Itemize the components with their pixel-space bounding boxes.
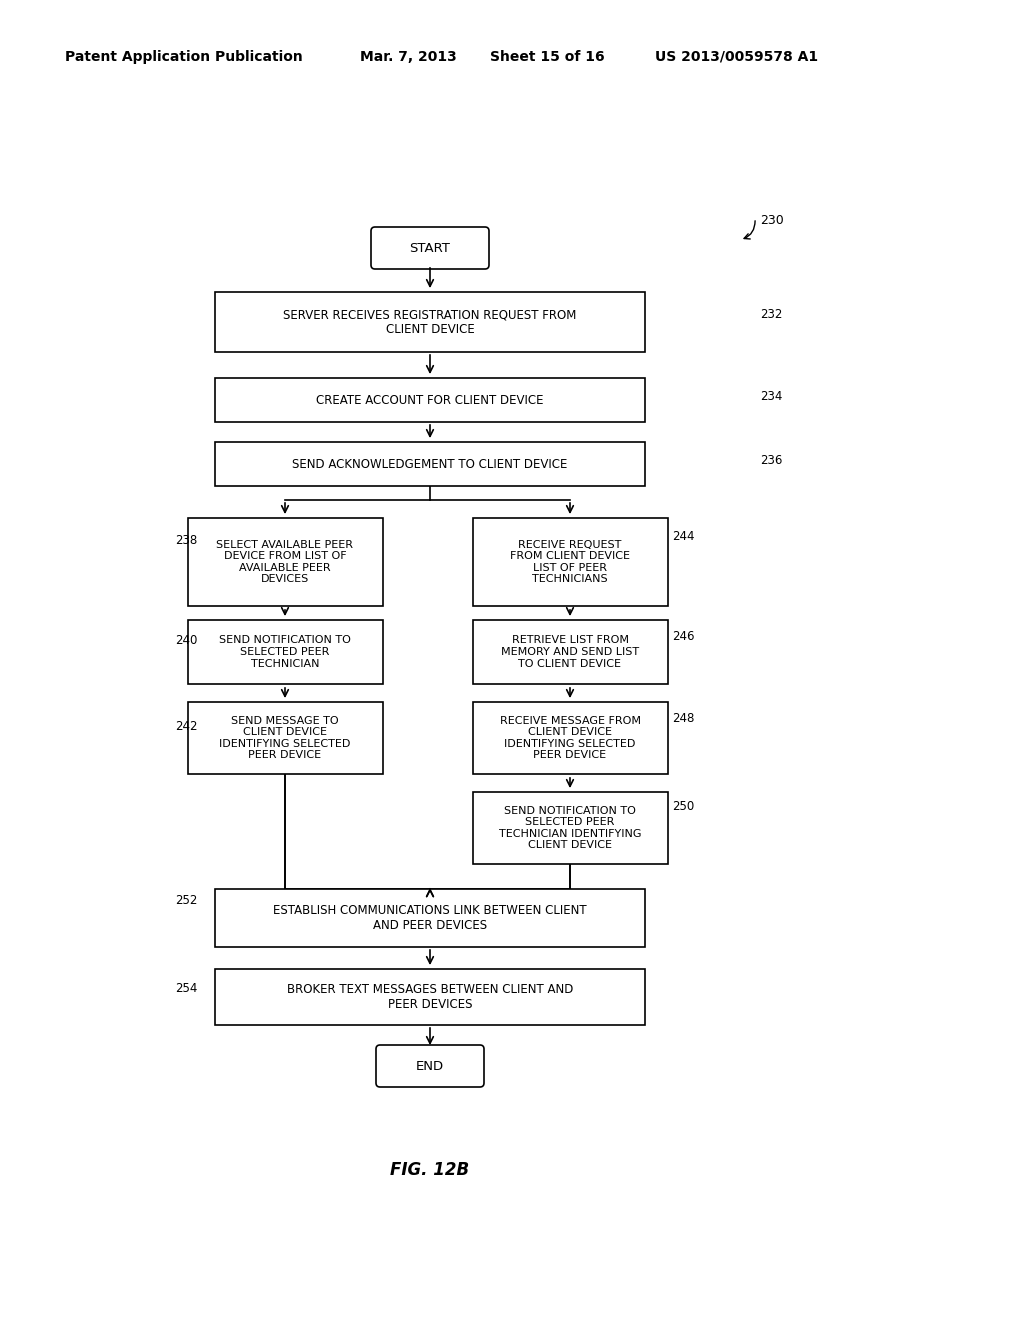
Text: 248: 248	[672, 711, 694, 725]
Text: START: START	[410, 242, 451, 255]
Bar	[472, 517, 668, 606]
Bar	[215, 888, 645, 946]
Text: SEND NOTIFICATION TO
SELECTED PEER
TECHNICIAN IDENTIFYING
CLIENT DEVICE: SEND NOTIFICATION TO SELECTED PEER TECHN…	[499, 805, 641, 850]
Text: 250: 250	[672, 800, 694, 813]
Text: END: END	[416, 1060, 444, 1072]
FancyBboxPatch shape	[371, 227, 489, 269]
Text: 238: 238	[175, 533, 198, 546]
Text: RETRIEVE LIST FROM
MEMORY AND SEND LIST
TO CLIENT DEVICE: RETRIEVE LIST FROM MEMORY AND SEND LIST …	[501, 635, 639, 669]
Text: Sheet 15 of 16: Sheet 15 of 16	[490, 50, 604, 63]
Text: SEND NOTIFICATION TO
SELECTED PEER
TECHNICIAN: SEND NOTIFICATION TO SELECTED PEER TECHN…	[219, 635, 351, 669]
Text: FIG. 12B: FIG. 12B	[390, 1162, 470, 1179]
Text: SELECT AVAILABLE PEER
DEVICE FROM LIST OF
AVAILABLE PEER
DEVICES: SELECT AVAILABLE PEER DEVICE FROM LIST O…	[216, 540, 353, 585]
Text: SEND MESSAGE TO
CLIENT DEVICE
IDENTIFYING SELECTED
PEER DEVICE: SEND MESSAGE TO CLIENT DEVICE IDENTIFYIN…	[219, 715, 350, 760]
Text: Mar. 7, 2013: Mar. 7, 2013	[360, 50, 457, 63]
Text: 230: 230	[760, 214, 783, 227]
Text: RECEIVE REQUEST
FROM CLIENT DEVICE
LIST OF PEER
TECHNICIANS: RECEIVE REQUEST FROM CLIENT DEVICE LIST …	[510, 540, 630, 585]
Bar	[215, 442, 645, 486]
Text: 244: 244	[672, 529, 694, 543]
Text: US 2013/0059578 A1: US 2013/0059578 A1	[655, 50, 818, 63]
Text: BROKER TEXT MESSAGES BETWEEN CLIENT AND
PEER DEVICES: BROKER TEXT MESSAGES BETWEEN CLIENT AND …	[287, 983, 573, 1011]
Text: CREATE ACCOUNT FOR CLIENT DEVICE: CREATE ACCOUNT FOR CLIENT DEVICE	[316, 393, 544, 407]
Bar	[187, 702, 383, 774]
Text: 246: 246	[672, 630, 694, 643]
Text: Patent Application Publication: Patent Application Publication	[65, 50, 303, 63]
Bar	[472, 702, 668, 774]
Text: 234: 234	[760, 389, 782, 403]
Text: 252: 252	[175, 894, 198, 907]
Bar	[187, 517, 383, 606]
Text: 236: 236	[760, 454, 782, 466]
Bar	[472, 620, 668, 684]
Bar	[187, 620, 383, 684]
Text: SERVER RECEIVES REGISTRATION REQUEST FROM
CLIENT DEVICE: SERVER RECEIVES REGISTRATION REQUEST FRO…	[284, 308, 577, 337]
Bar	[215, 969, 645, 1026]
Bar	[215, 378, 645, 422]
Text: ESTABLISH COMMUNICATIONS LINK BETWEEN CLIENT
AND PEER DEVICES: ESTABLISH COMMUNICATIONS LINK BETWEEN CL…	[273, 904, 587, 932]
Text: 242: 242	[175, 719, 198, 733]
FancyBboxPatch shape	[376, 1045, 484, 1086]
Text: 254: 254	[175, 982, 198, 994]
Text: RECEIVE MESSAGE FROM
CLIENT DEVICE
IDENTIFYING SELECTED
PEER DEVICE: RECEIVE MESSAGE FROM CLIENT DEVICE IDENT…	[500, 715, 640, 760]
Text: 232: 232	[760, 309, 782, 322]
Bar	[215, 292, 645, 352]
Bar	[472, 792, 668, 865]
Text: SEND ACKNOWLEDGEMENT TO CLIENT DEVICE: SEND ACKNOWLEDGEMENT TO CLIENT DEVICE	[292, 458, 567, 470]
Text: 240: 240	[175, 634, 198, 647]
